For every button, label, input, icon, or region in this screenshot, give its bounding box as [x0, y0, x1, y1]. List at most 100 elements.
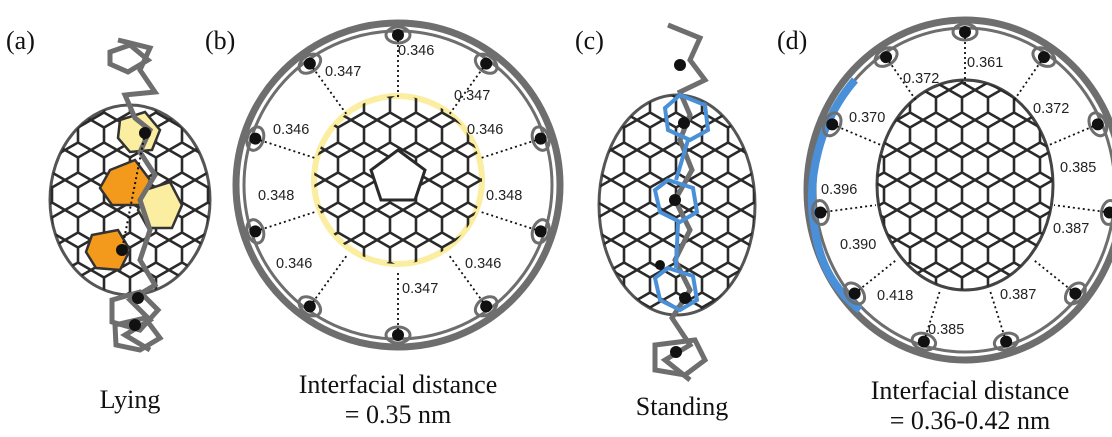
caption-d-line2: = 0.36-0.42 nm [889, 406, 1051, 435]
ring-d-outer [803, 16, 1112, 364]
dotted-distance-line [831, 123, 884, 147]
dotted-distance-line [1032, 258, 1076, 295]
distance-label-b-5: 0.348 [258, 188, 294, 204]
dotted-distance-line [255, 210, 317, 233]
dotted-distance-line [309, 254, 349, 307]
dotted-distance-line [885, 56, 918, 102]
dotted-distance-line [309, 63, 349, 116]
phenyl-ring [1087, 111, 1109, 138]
phenyl-ring [992, 331, 1020, 352]
dotted-distance-line [255, 137, 317, 160]
dotted-distance-line [479, 210, 541, 233]
distance-label-d-0: 0.361 [967, 55, 1003, 71]
phenyl-ring [245, 125, 266, 152]
panel-label-b: (b) [205, 26, 236, 55]
atom [679, 292, 691, 304]
phenyl-ring [384, 325, 412, 345]
distance-label-b-6: 0.348 [486, 188, 522, 204]
dotted-distance-line [820, 204, 877, 214]
atom [303, 57, 316, 70]
blue-chain-links [674, 139, 690, 269]
distance-label-d-1: 0.372 [903, 71, 939, 87]
distance-label-d-6: 0.387 [1053, 221, 1089, 237]
phenyl-ring [951, 22, 979, 42]
phenyl-ring [910, 331, 938, 352]
blue-ring-1 [662, 92, 711, 143]
dotted-distance-line [447, 254, 487, 307]
dotted-distance-line [1012, 56, 1045, 102]
phenyl-ring [384, 25, 412, 45]
distance-label-d-10: 0.385 [928, 322, 964, 338]
phenyl-ring [473, 52, 499, 75]
dotted-distance-line [1053, 204, 1110, 214]
panel-d-structure [803, 16, 1112, 364]
distance-label-d-2: 0.372 [1033, 101, 1069, 117]
chain-a [117, 37, 160, 353]
phenyl-ring [297, 295, 323, 318]
dotted-distance-line [1046, 123, 1099, 147]
phenyl-ring [473, 295, 499, 318]
caption-b-line1: Interfacial distance [298, 370, 498, 399]
atom [674, 59, 686, 71]
atom [480, 57, 493, 70]
blue-ring-2 [652, 177, 700, 225]
phenyl-ring [873, 46, 899, 68]
caption-d-line1: Interfacial distance [870, 376, 1070, 405]
atom [678, 117, 690, 129]
atom [670, 346, 682, 358]
phenyl-ring [1099, 199, 1112, 226]
panel-label-d: (d) [777, 26, 808, 55]
panel-a-structure [48, 37, 212, 353]
atom [669, 194, 681, 206]
atom [132, 292, 144, 304]
chain-c-end-ring [652, 337, 709, 378]
center-pentagon [369, 148, 427, 202]
blue-segment-d [808, 77, 863, 314]
fullerene-d-mesh [877, 80, 1053, 290]
caption-b-line2: = 0.35 nm [344, 400, 452, 429]
highlight-yellow-hex-1 [116, 110, 162, 154]
ring-d-dotted-lines [820, 32, 1110, 342]
phenyl-ring [1031, 46, 1057, 68]
highlight-yellow-hex-2 [136, 180, 184, 230]
phenyl-ring [245, 218, 266, 245]
phenyl-ring [810, 199, 831, 226]
phenyl-ring [821, 111, 843, 138]
distance-label-b-9: 0.347 [402, 281, 438, 297]
dotted-distance-line [447, 63, 487, 116]
caption-d: Interfacial distance = 0.36-0.42 nm [830, 376, 1110, 436]
phenyl-ring [1063, 281, 1087, 306]
caption-b: Interfacial distance = 0.35 nm [258, 370, 538, 430]
dotted-distance-line [923, 291, 941, 342]
distance-label-b-8: 0.346 [465, 256, 501, 272]
distance-label-b-7: 0.346 [276, 256, 312, 272]
ring-b-outer [232, 19, 564, 351]
distance-label-d-3: 0.370 [849, 110, 885, 126]
dotted-distance-line [479, 137, 541, 160]
dotted-distance-line [854, 258, 898, 295]
phenyl-ring [530, 125, 551, 152]
blue-ring-3 [652, 265, 700, 313]
ring-b-atoms [245, 25, 551, 345]
phenyl-ring [530, 218, 551, 245]
distance-label-b-1: 0.347 [325, 64, 361, 80]
distance-label-d-7: 0.390 [840, 237, 876, 253]
caption-a: Lying [99, 385, 161, 414]
distance-label-b-3: 0.346 [273, 122, 309, 138]
distance-label-b-4: 0.346 [467, 122, 503, 138]
caption-c: Standing [635, 392, 729, 421]
distance-label-d-4: 0.385 [1060, 160, 1096, 176]
atom [116, 244, 128, 256]
highlight-orange-hex-2 [84, 228, 132, 272]
distance-label-d-5: 0.396 [821, 182, 857, 198]
panel-c-structure [597, 22, 757, 382]
distance-label-d-9: 0.418 [877, 288, 913, 304]
panel-label-c: (c) [575, 26, 604, 55]
panel-label-a: (a) [6, 26, 35, 55]
distance-label-b-2: 0.347 [454, 88, 490, 104]
phenyl-ring [843, 281, 867, 306]
dotted-distance-line [989, 291, 1007, 342]
panel-b-structure [232, 19, 564, 351]
ring-b-dotted-lines [255, 35, 541, 335]
